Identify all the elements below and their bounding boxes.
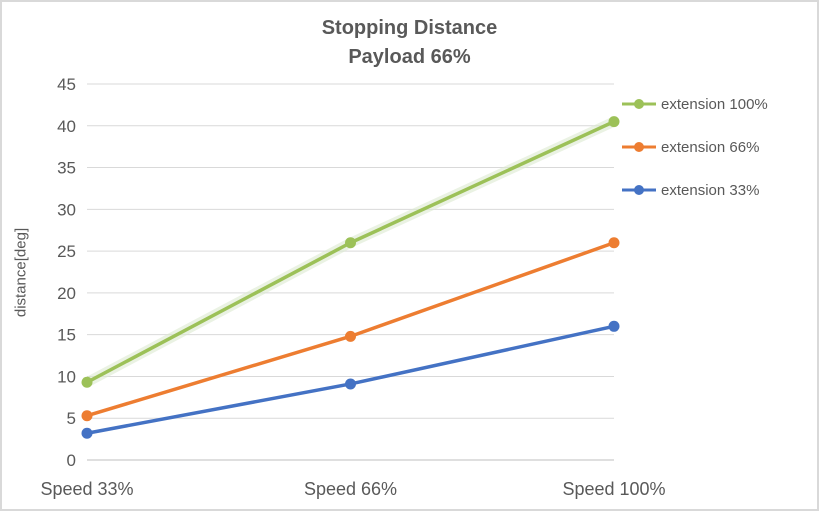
legend-line-marker-icon (622, 142, 656, 152)
y-tick-label: 15 (57, 326, 76, 345)
legend-line-marker-icon (622, 185, 656, 195)
x-tick-label: Speed 100% (562, 479, 665, 499)
legend: extension 100% extension 66% extension 33% (622, 92, 768, 221)
y-tick-label: 5 (67, 409, 76, 428)
data-point (608, 116, 620, 128)
legend-item: extension 66% (622, 135, 768, 159)
y-tick-label: 45 (57, 75, 76, 94)
x-tick-label: Speed 33% (40, 479, 133, 499)
data-point (345, 378, 356, 390)
y-tick-label: 20 (57, 284, 76, 303)
y-tick-label: 0 (67, 451, 76, 470)
data-point (608, 237, 620, 249)
legend-label: extension 33% (661, 181, 760, 199)
legend-label: extension 100% (661, 95, 768, 113)
y-tick-label: 40 (57, 117, 76, 136)
legend-item: extension 100% (622, 92, 768, 116)
y-tick-label: 30 (57, 200, 76, 219)
y-tick-label: 35 (57, 159, 76, 178)
data-point (345, 237, 356, 249)
data-point (81, 376, 93, 388)
chart-title-line1: Stopping Distance (321, 17, 498, 39)
series-line-extension-66- (85, 241, 616, 418)
data-point (81, 427, 93, 439)
y-tick-label: 10 (57, 367, 76, 386)
x-tick-label: Speed 66% (304, 479, 397, 499)
legend-label: extension 66% (661, 138, 760, 156)
chart-title-line2: Payload 66% (348, 46, 471, 68)
data-point (608, 320, 620, 332)
data-point (81, 410, 93, 422)
legend-line-marker-icon (622, 99, 656, 109)
chart-title: Stopping Distance Payload 66% (2, 14, 817, 72)
legend-item: extension 33% (622, 178, 768, 202)
y-tick-label: 25 (57, 242, 76, 261)
data-point (345, 330, 356, 342)
